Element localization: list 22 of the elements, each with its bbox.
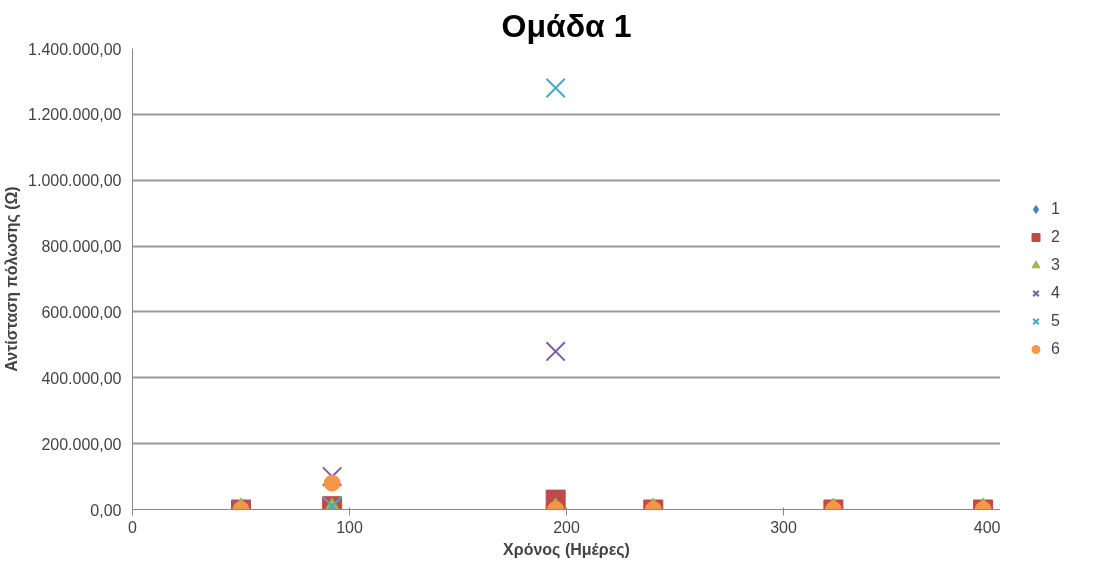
- x-tick-label: 200: [553, 518, 580, 536]
- y-tick-label: 600.000,00: [41, 303, 122, 321]
- x-tick-label: 100: [336, 518, 363, 536]
- legend-label: 3: [1051, 255, 1061, 274]
- x-tick-label: 300: [770, 518, 797, 536]
- y-tick-label: 0,00: [90, 501, 122, 519]
- x-axis-title: Χρόνος (Ημέρες): [503, 540, 630, 559]
- legend-label: 2: [1051, 227, 1061, 246]
- y-tick-label: 1.000.000,00: [28, 172, 122, 190]
- legend-label: 6: [1051, 339, 1061, 358]
- y-tick-label: 1.200.000,00: [28, 106, 122, 124]
- chart-title: Ομάδα 1: [501, 7, 632, 44]
- legend-label: 4: [1051, 283, 1061, 302]
- legend-label: 1: [1051, 199, 1061, 218]
- y-tick-label: 1.400.000,00: [28, 40, 122, 58]
- y-tick-label: 200.000,00: [41, 435, 122, 453]
- y-tick-label: 800.000,00: [41, 238, 122, 256]
- y-tick-label: 400.000,00: [41, 369, 122, 387]
- x-tick-label: 400: [973, 518, 1001, 536]
- x-tick-label: 0: [128, 518, 138, 536]
- legend-label: 5: [1051, 311, 1061, 330]
- y-axis-title: Αντίσταση πόλωσης (Ω): [3, 186, 22, 372]
